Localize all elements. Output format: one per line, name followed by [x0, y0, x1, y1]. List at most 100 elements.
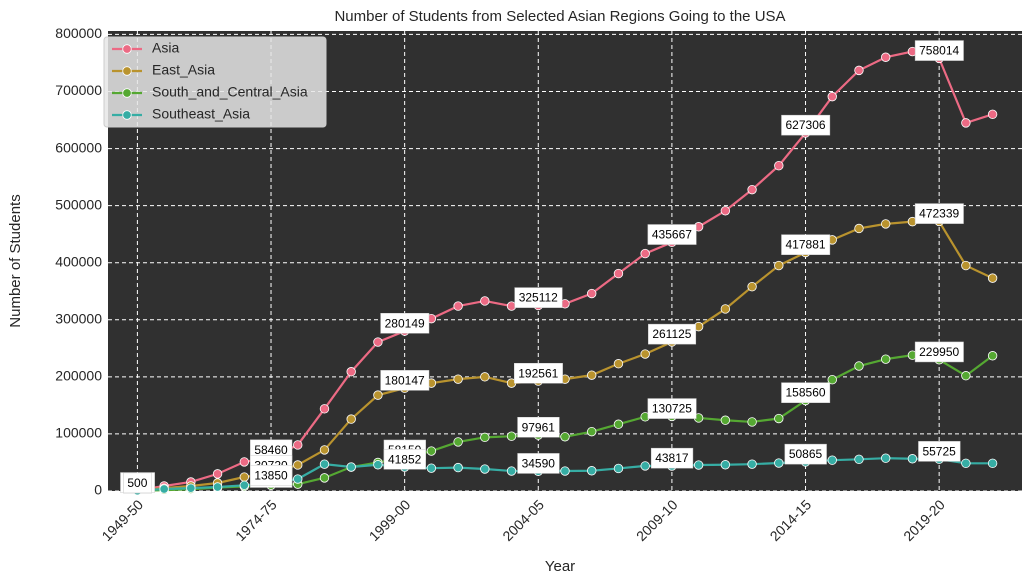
annotation: 472339	[914, 203, 964, 224]
annotation-label: 325112	[519, 291, 558, 305]
data-point	[987, 351, 998, 361]
data-point	[747, 417, 757, 427]
data-point	[293, 460, 303, 470]
data-point	[560, 432, 570, 442]
annotation-label: 180147	[385, 373, 425, 387]
data-point	[212, 469, 223, 479]
data-point	[373, 460, 383, 470]
annotation-box	[517, 417, 560, 438]
y-tick-label: 700000	[55, 82, 102, 98]
annotation: 325112	[514, 287, 563, 308]
data-point	[640, 461, 650, 471]
annotation-box	[781, 382, 831, 403]
data-point	[319, 459, 330, 469]
annotation-box	[647, 398, 697, 419]
annotation: 50865	[784, 443, 827, 465]
annotation: 627306	[781, 114, 831, 136]
y-axis-label: Number of Students	[7, 194, 24, 327]
annotation: 97961	[517, 417, 560, 438]
data-point	[881, 354, 891, 364]
y-tick-label: 800000	[55, 25, 102, 41]
data-point	[587, 426, 597, 437]
data-point	[640, 349, 650, 359]
annotation-box	[250, 465, 293, 486]
annotation: 261125	[648, 323, 697, 345]
data-point	[720, 460, 731, 470]
data-point	[506, 431, 517, 441]
annotation-label: 41852	[388, 452, 422, 466]
legend-label: South_and_Central_Asia	[152, 84, 308, 100]
x-tick-label: 2004-05	[499, 496, 547, 544]
data-point	[560, 466, 570, 476]
annotation: 500	[123, 472, 152, 494]
data-point	[854, 454, 864, 465]
data-point	[774, 160, 784, 171]
annotation-box	[914, 203, 964, 224]
annotation-box	[914, 341, 964, 363]
annotation: 130725	[647, 398, 697, 419]
data-point	[480, 296, 490, 306]
annotation: 192561	[514, 363, 563, 384]
data-point	[827, 375, 837, 385]
annotation-box	[918, 441, 961, 462]
data-point	[346, 462, 356, 472]
data-point	[881, 52, 891, 62]
annotation: 417881	[781, 234, 831, 255]
chart-title: Number of Students from Selected Asian R…	[334, 8, 785, 25]
data-point	[587, 466, 597, 476]
annotation: 13850	[250, 465, 293, 486]
legend-marker	[122, 88, 132, 98]
annotation-label: 229950	[919, 345, 959, 359]
data-point	[346, 414, 356, 424]
data-point	[613, 463, 624, 474]
data-point	[587, 288, 597, 299]
annotation: 34590	[517, 453, 560, 474]
annotation-label: 130725	[652, 402, 692, 416]
annotation-label: 758014	[919, 44, 959, 58]
annotation: 41852	[383, 449, 426, 470]
legend-label: Asia	[152, 40, 179, 56]
data-point	[747, 184, 757, 195]
legend-box	[103, 36, 327, 128]
data-point	[613, 268, 624, 279]
data-point	[693, 460, 704, 470]
data-point	[293, 474, 303, 484]
annotation: 280149	[380, 313, 430, 334]
data-point	[319, 473, 330, 483]
legend-label: Southeast_Asia	[152, 106, 250, 122]
annotation-box	[123, 472, 152, 494]
x-tick-label: 1949-50	[98, 496, 146, 544]
data-point	[293, 440, 303, 450]
annotation-label: 97961	[522, 420, 556, 434]
y-tick-label: 0	[94, 482, 102, 498]
x-tick-label: 2014-15	[767, 496, 815, 544]
data-point	[319, 404, 330, 414]
annotation-label: 55725	[922, 444, 956, 458]
x-tick-label: 2019-20	[900, 496, 948, 544]
annotation: 758014	[914, 40, 964, 61]
y-tick-label: 500000	[55, 196, 102, 212]
data-point	[747, 281, 757, 292]
annotation-label: 500	[127, 476, 147, 490]
data-point	[854, 361, 864, 371]
x-tick-label: 2009-10	[633, 496, 681, 544]
data-point	[239, 472, 249, 482]
annotation-box	[781, 234, 831, 255]
annotation-label: 13850	[254, 468, 288, 482]
data-point	[453, 374, 463, 384]
data-point	[373, 337, 383, 347]
data-point	[881, 453, 891, 463]
y-tick-label: 600000	[55, 139, 102, 155]
y-tick-label: 100000	[55, 425, 102, 441]
annotation-label: 158560	[786, 386, 826, 400]
data-point	[239, 457, 249, 467]
annotation: 43817	[650, 447, 694, 469]
x-axis-label: Year	[545, 558, 575, 575]
data-point	[453, 301, 463, 311]
annotation-box	[914, 40, 964, 61]
annotation-label: 58460	[254, 443, 288, 457]
annotation-box	[647, 224, 697, 245]
data-point	[747, 459, 757, 469]
data-point	[506, 466, 517, 476]
